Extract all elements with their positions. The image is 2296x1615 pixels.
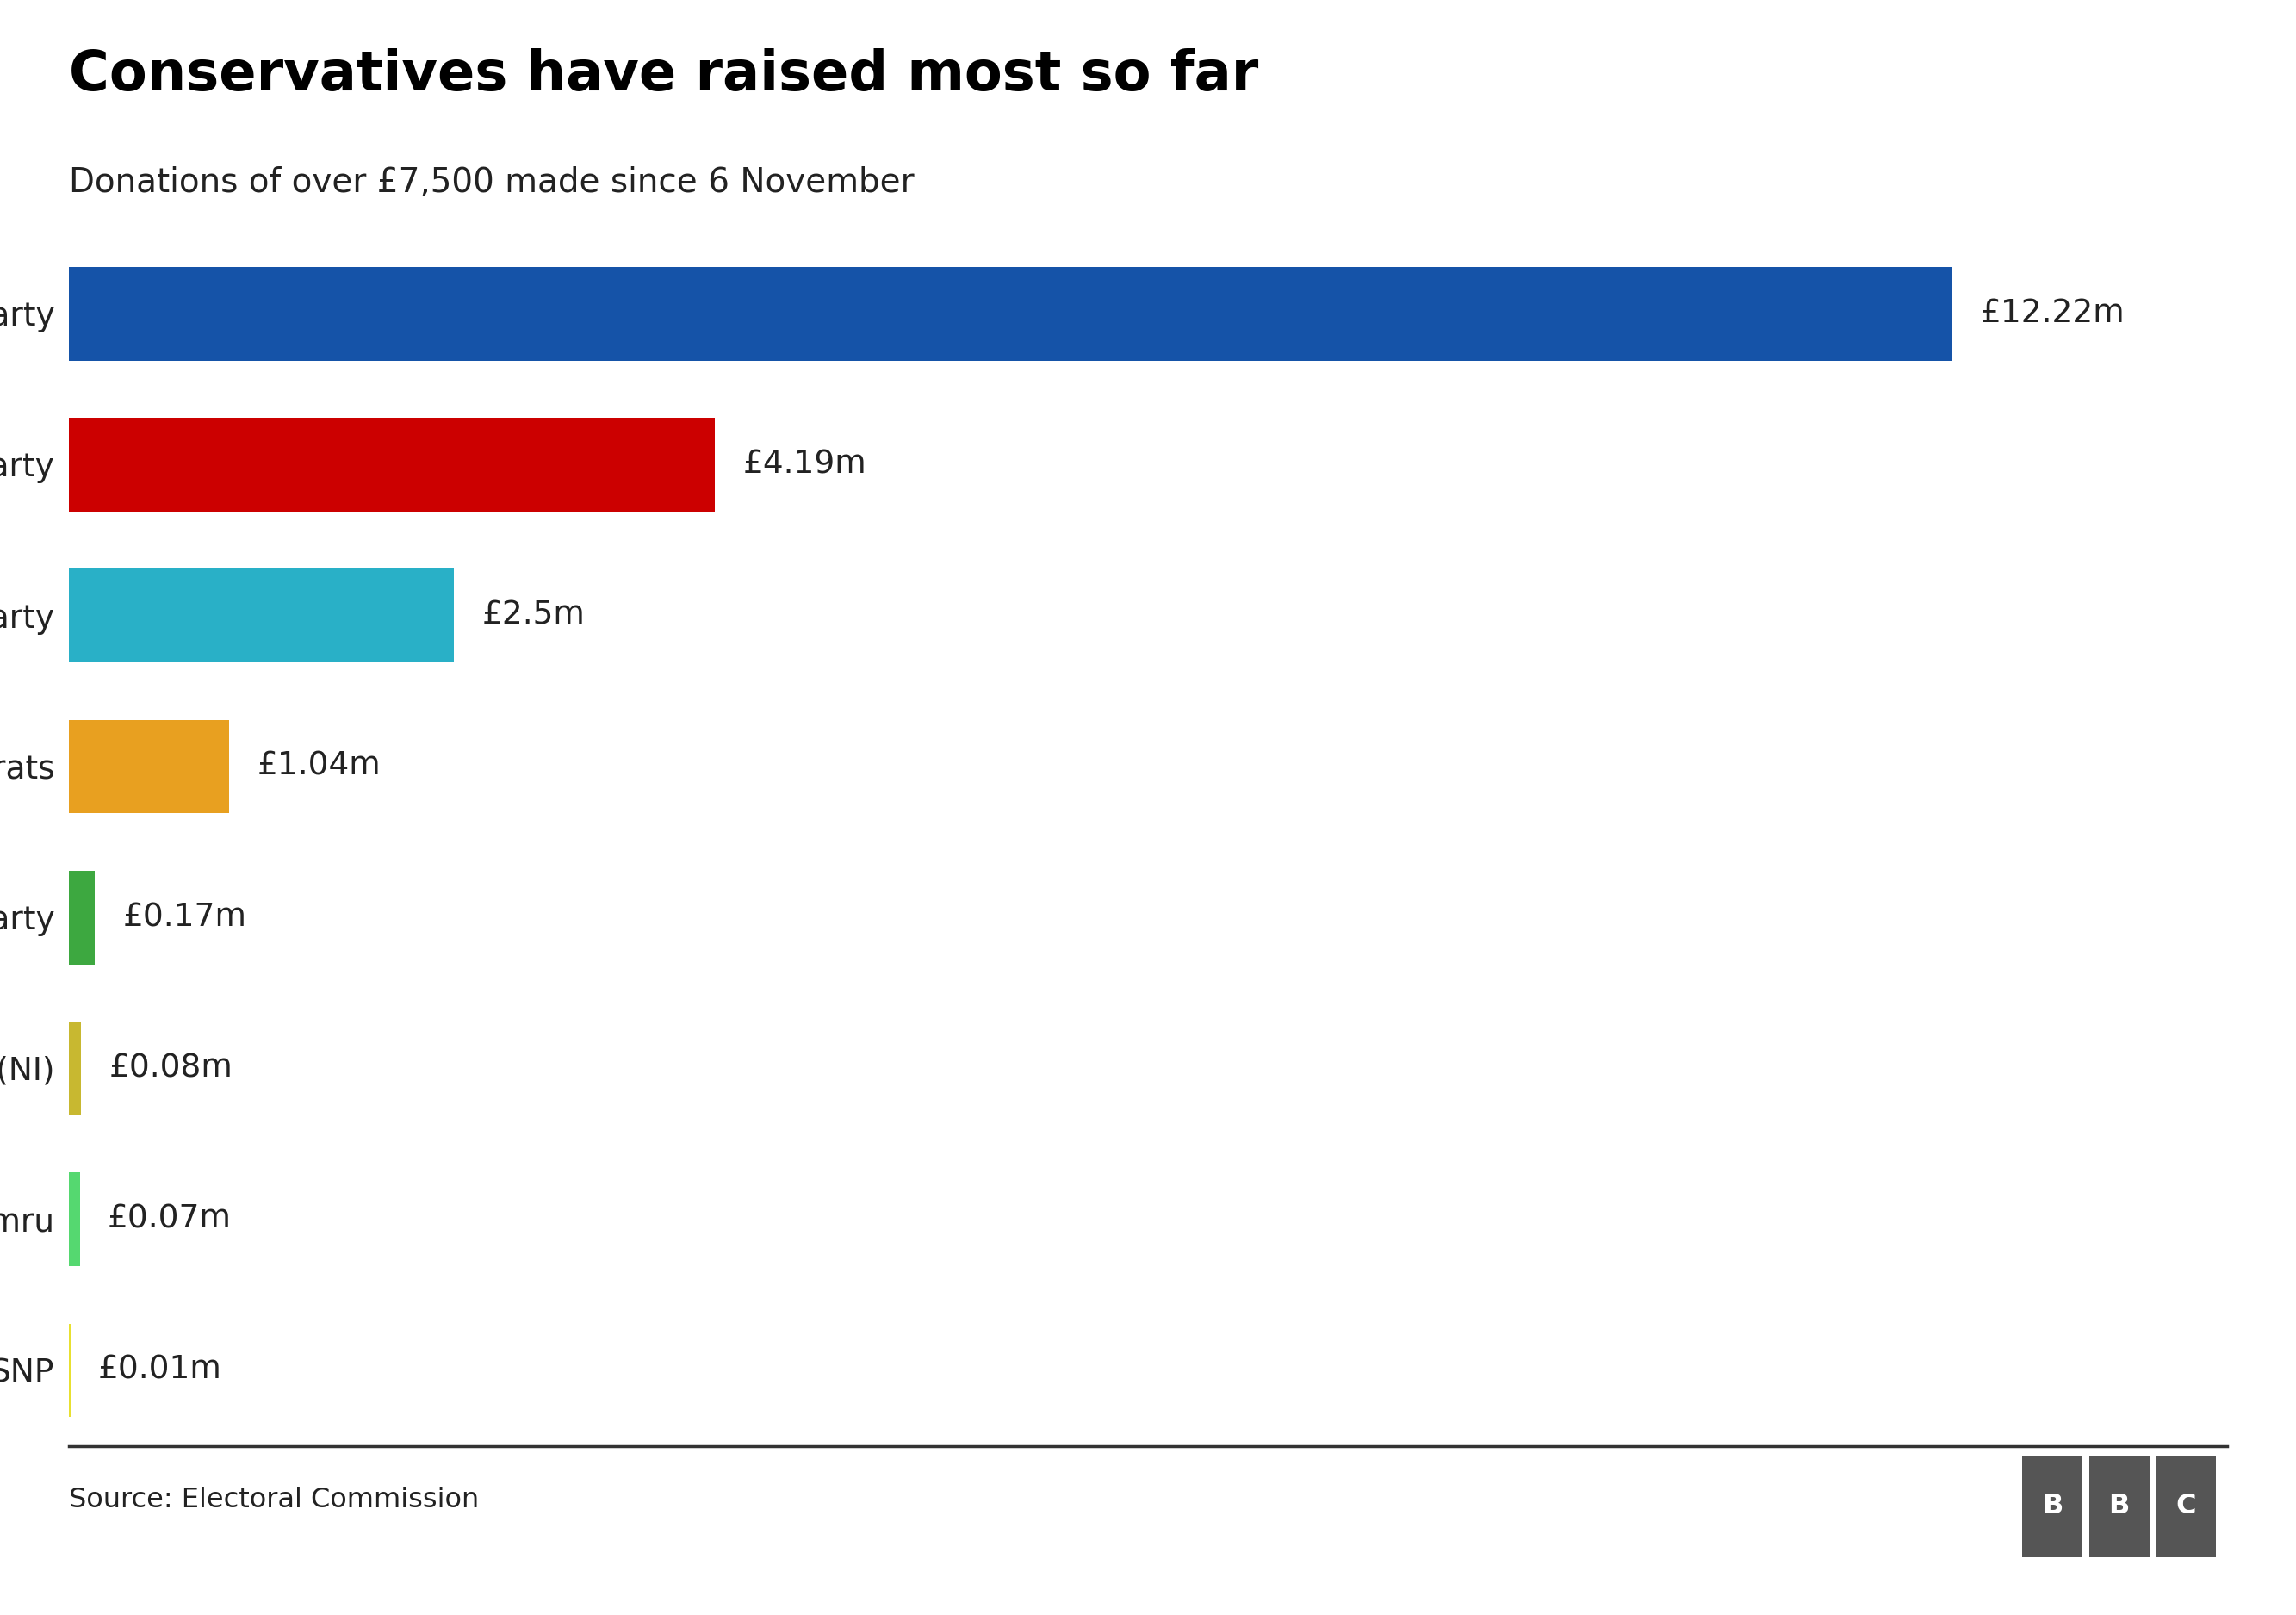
Text: £0.08m: £0.08m xyxy=(108,1053,232,1084)
Text: C: C xyxy=(2177,1492,2197,1520)
Text: £1.04m: £1.04m xyxy=(257,751,381,782)
FancyBboxPatch shape xyxy=(2156,1455,2216,1557)
Text: £12.22m: £12.22m xyxy=(1981,299,2124,329)
Bar xyxy=(69,568,455,662)
Bar xyxy=(69,1022,80,1116)
Bar xyxy=(69,266,1952,360)
Text: B: B xyxy=(2041,1492,2062,1520)
Text: £0.17m: £0.17m xyxy=(124,901,246,933)
Text: B: B xyxy=(2108,1492,2131,1520)
Text: £4.19m: £4.19m xyxy=(742,449,866,480)
Text: £0.07m: £0.07m xyxy=(108,1203,232,1235)
Text: £0.01m: £0.01m xyxy=(99,1355,223,1386)
Text: Donations of over £7,500 made since 6 November: Donations of over £7,500 made since 6 No… xyxy=(69,166,914,199)
Text: £2.5m: £2.5m xyxy=(482,601,585,631)
Bar xyxy=(69,720,230,814)
Bar xyxy=(69,418,714,512)
Text: Source: Electoral Commission: Source: Electoral Commission xyxy=(69,1487,480,1513)
Text: Conservatives have raised most so far: Conservatives have raised most so far xyxy=(69,48,1258,102)
FancyBboxPatch shape xyxy=(2023,1455,2082,1557)
Bar xyxy=(69,1172,80,1266)
FancyBboxPatch shape xyxy=(2089,1455,2149,1557)
Bar xyxy=(69,870,94,964)
